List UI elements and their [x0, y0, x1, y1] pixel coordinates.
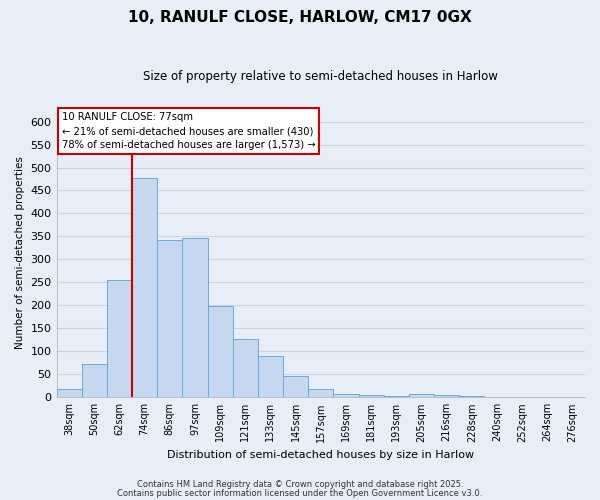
Bar: [283, 376, 308, 398]
Bar: [359, 395, 383, 398]
Text: 10 RANULF CLOSE: 77sqm
← 21% of semi-detached houses are smaller (430)
78% of se: 10 RANULF CLOSE: 77sqm ← 21% of semi-det…: [62, 112, 316, 150]
Bar: [56, 389, 82, 398]
Bar: [82, 364, 107, 398]
Bar: [233, 340, 258, 398]
Bar: [409, 394, 434, 398]
Bar: [107, 280, 132, 398]
Title: Size of property relative to semi-detached houses in Harlow: Size of property relative to semi-detach…: [143, 70, 498, 83]
Bar: [208, 306, 233, 398]
Bar: [308, 390, 334, 398]
Bar: [383, 396, 409, 398]
X-axis label: Distribution of semi-detached houses by size in Harlow: Distribution of semi-detached houses by …: [167, 450, 475, 460]
Bar: [182, 238, 208, 398]
Y-axis label: Number of semi-detached properties: Number of semi-detached properties: [15, 156, 25, 349]
Bar: [434, 395, 459, 398]
Bar: [132, 178, 157, 398]
Text: 10, RANULF CLOSE, HARLOW, CM17 0GX: 10, RANULF CLOSE, HARLOW, CM17 0GX: [128, 10, 472, 25]
Bar: [157, 240, 182, 398]
Text: Contains public sector information licensed under the Open Government Licence v3: Contains public sector information licen…: [118, 488, 482, 498]
Bar: [334, 394, 359, 398]
Bar: [459, 396, 484, 398]
Text: Contains HM Land Registry data © Crown copyright and database right 2025.: Contains HM Land Registry data © Crown c…: [137, 480, 463, 489]
Bar: [258, 356, 283, 398]
